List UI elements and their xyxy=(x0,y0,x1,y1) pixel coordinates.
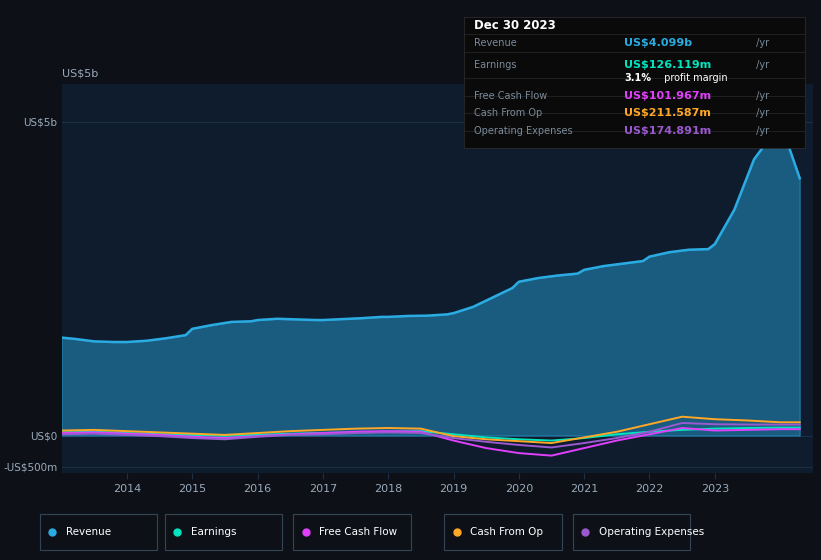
Text: Revenue: Revenue xyxy=(474,38,517,48)
Text: US$174.891m: US$174.891m xyxy=(624,126,711,136)
Text: Operating Expenses: Operating Expenses xyxy=(474,126,573,136)
Text: Dec 30 2023: Dec 30 2023 xyxy=(474,19,556,32)
Text: profit margin: profit margin xyxy=(662,73,728,83)
Text: /yr: /yr xyxy=(754,38,769,48)
Text: /yr: /yr xyxy=(754,91,769,101)
Text: US$101.967m: US$101.967m xyxy=(624,91,711,101)
Text: US$126.119m: US$126.119m xyxy=(624,60,711,70)
Text: Earnings: Earnings xyxy=(190,527,236,537)
Text: Operating Expenses: Operating Expenses xyxy=(599,527,704,537)
Text: Free Cash Flow: Free Cash Flow xyxy=(319,527,397,537)
Text: Revenue: Revenue xyxy=(66,527,111,537)
Text: US$5b: US$5b xyxy=(62,68,98,78)
Text: /yr: /yr xyxy=(754,126,769,136)
Text: US$211.587m: US$211.587m xyxy=(624,108,711,118)
Text: Cash From Op: Cash From Op xyxy=(470,527,544,537)
Text: Cash From Op: Cash From Op xyxy=(474,108,543,118)
FancyBboxPatch shape xyxy=(165,514,282,550)
FancyBboxPatch shape xyxy=(293,514,410,550)
Text: US$4.099b: US$4.099b xyxy=(624,38,692,48)
Text: 3.1%: 3.1% xyxy=(624,73,651,83)
FancyBboxPatch shape xyxy=(573,514,690,550)
Text: Free Cash Flow: Free Cash Flow xyxy=(474,91,548,101)
Text: /yr: /yr xyxy=(754,108,769,118)
Text: /yr: /yr xyxy=(754,60,769,70)
FancyBboxPatch shape xyxy=(40,514,158,550)
FancyBboxPatch shape xyxy=(444,514,562,550)
Text: Earnings: Earnings xyxy=(474,60,516,70)
